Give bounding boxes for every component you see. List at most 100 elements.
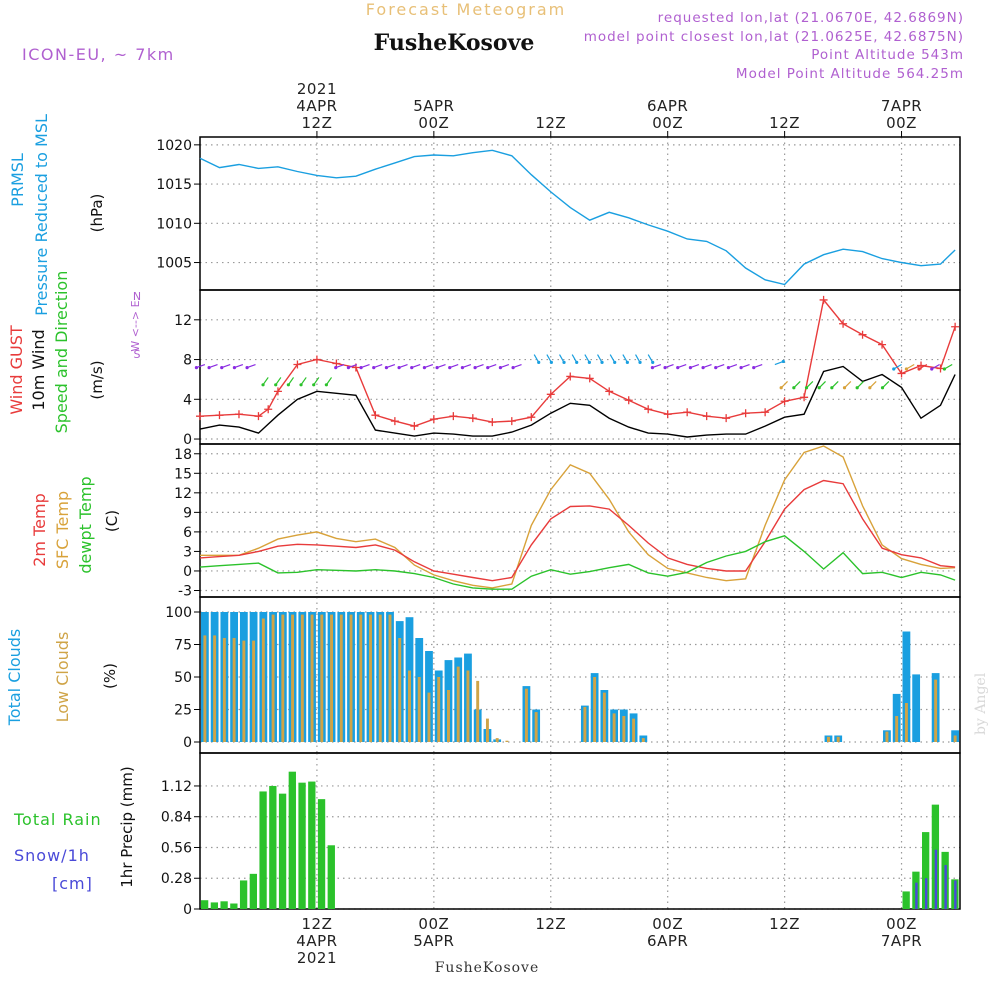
- low-clouds-bar: [495, 738, 499, 742]
- wind-arrow-head: [486, 365, 490, 370]
- snow-bar: [954, 880, 957, 909]
- total-clouds-label: Total Clouds: [5, 629, 24, 727]
- gust-marker: [264, 405, 273, 414]
- wind-ytick-label: 4: [183, 392, 192, 408]
- temperature-ytick-label: 15: [174, 466, 192, 482]
- gust-marker: [488, 418, 497, 427]
- wind-arrow-head: [498, 365, 503, 370]
- gust-marker: [196, 412, 204, 421]
- wind-arrow-head: [261, 383, 265, 387]
- low-clouds-bar: [953, 735, 957, 742]
- low-clouds-bar: [534, 712, 538, 742]
- bottom-time-label: 00Z: [652, 915, 683, 933]
- low-clouds-bar: [456, 666, 460, 742]
- gust-marker: [839, 319, 848, 328]
- snow-label: Snow/1h: [14, 846, 90, 865]
- gust-marker: [683, 408, 692, 417]
- low-clouds-bar: [261, 618, 265, 742]
- gust-marker: [507, 417, 516, 426]
- low-clouds-bar: [213, 635, 217, 742]
- clouds-ytick-label: 100: [165, 605, 192, 621]
- wind-arrow-head: [781, 359, 785, 364]
- rain-bar: [269, 785, 277, 909]
- low-clouds-bar: [895, 716, 899, 742]
- wind-arrow-head: [688, 365, 693, 370]
- wind-arrow-head: [613, 360, 617, 364]
- wind-arrow-head: [334, 365, 338, 370]
- gust-marker: [254, 412, 263, 421]
- pressure-line: [199, 149, 956, 286]
- wind-arrow-head: [460, 365, 465, 370]
- low-clouds-bar: [320, 614, 324, 742]
- gust-marker: [371, 411, 380, 420]
- low-clouds-bar: [378, 614, 382, 742]
- low-clouds-bar: [466, 670, 470, 742]
- gust-marker: [273, 387, 282, 396]
- snow-bar: [915, 882, 918, 909]
- wind-arrow-head: [312, 383, 316, 387]
- low-clouds-bar: [583, 706, 587, 742]
- low-clouds-bar: [369, 614, 372, 742]
- gust-marker: [605, 387, 614, 396]
- pressure-ytick-label: 1005: [156, 256, 192, 272]
- bottom-time-label: 4APR: [296, 932, 337, 950]
- low-clouds-bar: [349, 614, 353, 742]
- gust-marker: [527, 413, 536, 422]
- temperature-ytick-label: 9: [183, 505, 192, 521]
- wind-arrow-head: [207, 365, 211, 370]
- low-clouds-bar: [408, 670, 411, 742]
- pressure-label: PRMSL: [8, 153, 27, 207]
- temperature-ytick-label: 18: [174, 447, 192, 463]
- closest-coordinates: model point closest lon,lat (21.0625E, 4…: [584, 29, 964, 45]
- location-title: FusheKosove: [374, 30, 535, 56]
- wind-arrow-head: [575, 360, 579, 364]
- low-clouds-bar: [232, 638, 236, 742]
- gust-marker: [761, 408, 770, 417]
- wind-arrow-head: [562, 360, 566, 364]
- pressure-panel: 1005 1010 1015 1020: [156, 136, 961, 291]
- low-clouds-bar: [485, 718, 489, 742]
- low-clouds-bar: [524, 688, 528, 742]
- top-time-label: 12Z: [301, 114, 332, 132]
- low-clouds-bar: [203, 635, 207, 742]
- rain-bar: [249, 873, 257, 909]
- low-clouds-bar: [612, 713, 616, 742]
- rain-bar: [308, 781, 316, 909]
- temp-2m-label: 2m Temp: [30, 493, 49, 567]
- low-clouds-bar: [300, 614, 304, 742]
- super-title: Forecast Meteogram: [366, 0, 566, 19]
- low-clouds-bar: [281, 614, 285, 742]
- low-clouds-bar: [437, 677, 441, 742]
- wind-arrow-head: [676, 365, 680, 370]
- low-clouds-bar: [417, 677, 421, 742]
- top-time-label: 12Z: [769, 114, 800, 132]
- wind-speed-dir-label: Speed and Direction: [52, 271, 71, 434]
- precip-ytick-label: 0.56: [161, 840, 192, 856]
- wind-frame: [199, 289, 961, 445]
- model-name: ICON-EU, ~ 7km: [22, 45, 175, 64]
- bottom-time-label: 00Z: [886, 915, 917, 933]
- wind-arrow-head: [650, 365, 655, 370]
- wind-arrow-head: [372, 365, 376, 370]
- plot-layer: 100510101015102004812-303691215180255075…: [5, 80, 961, 967]
- low-clouds-bar: [330, 614, 333, 742]
- gust-marker: [702, 412, 711, 421]
- wind-ytick-label: 0: [183, 432, 192, 448]
- gust-marker: [468, 414, 477, 423]
- wind-arrow-head: [714, 365, 718, 370]
- low-clouds-bar: [904, 703, 908, 742]
- wind-arrow-head: [511, 365, 515, 370]
- wind-arrow-head: [663, 365, 667, 370]
- sfc-temp-line: [200, 445, 956, 589]
- wind-arrow-head: [917, 367, 921, 371]
- wind-arrow-head: [587, 360, 591, 364]
- top-time-label: 2021: [297, 80, 337, 98]
- wind-arrow-head: [930, 367, 934, 371]
- watermark: by Angel: [973, 672, 989, 735]
- low-clouds-bar: [427, 692, 431, 742]
- low-clouds-bar: [398, 638, 402, 742]
- low-clouds-bar: [593, 677, 597, 742]
- low-clouds-bar: [271, 614, 275, 742]
- compass-label: W <--> E: [129, 300, 142, 351]
- rain-label: Total Rain: [13, 810, 102, 829]
